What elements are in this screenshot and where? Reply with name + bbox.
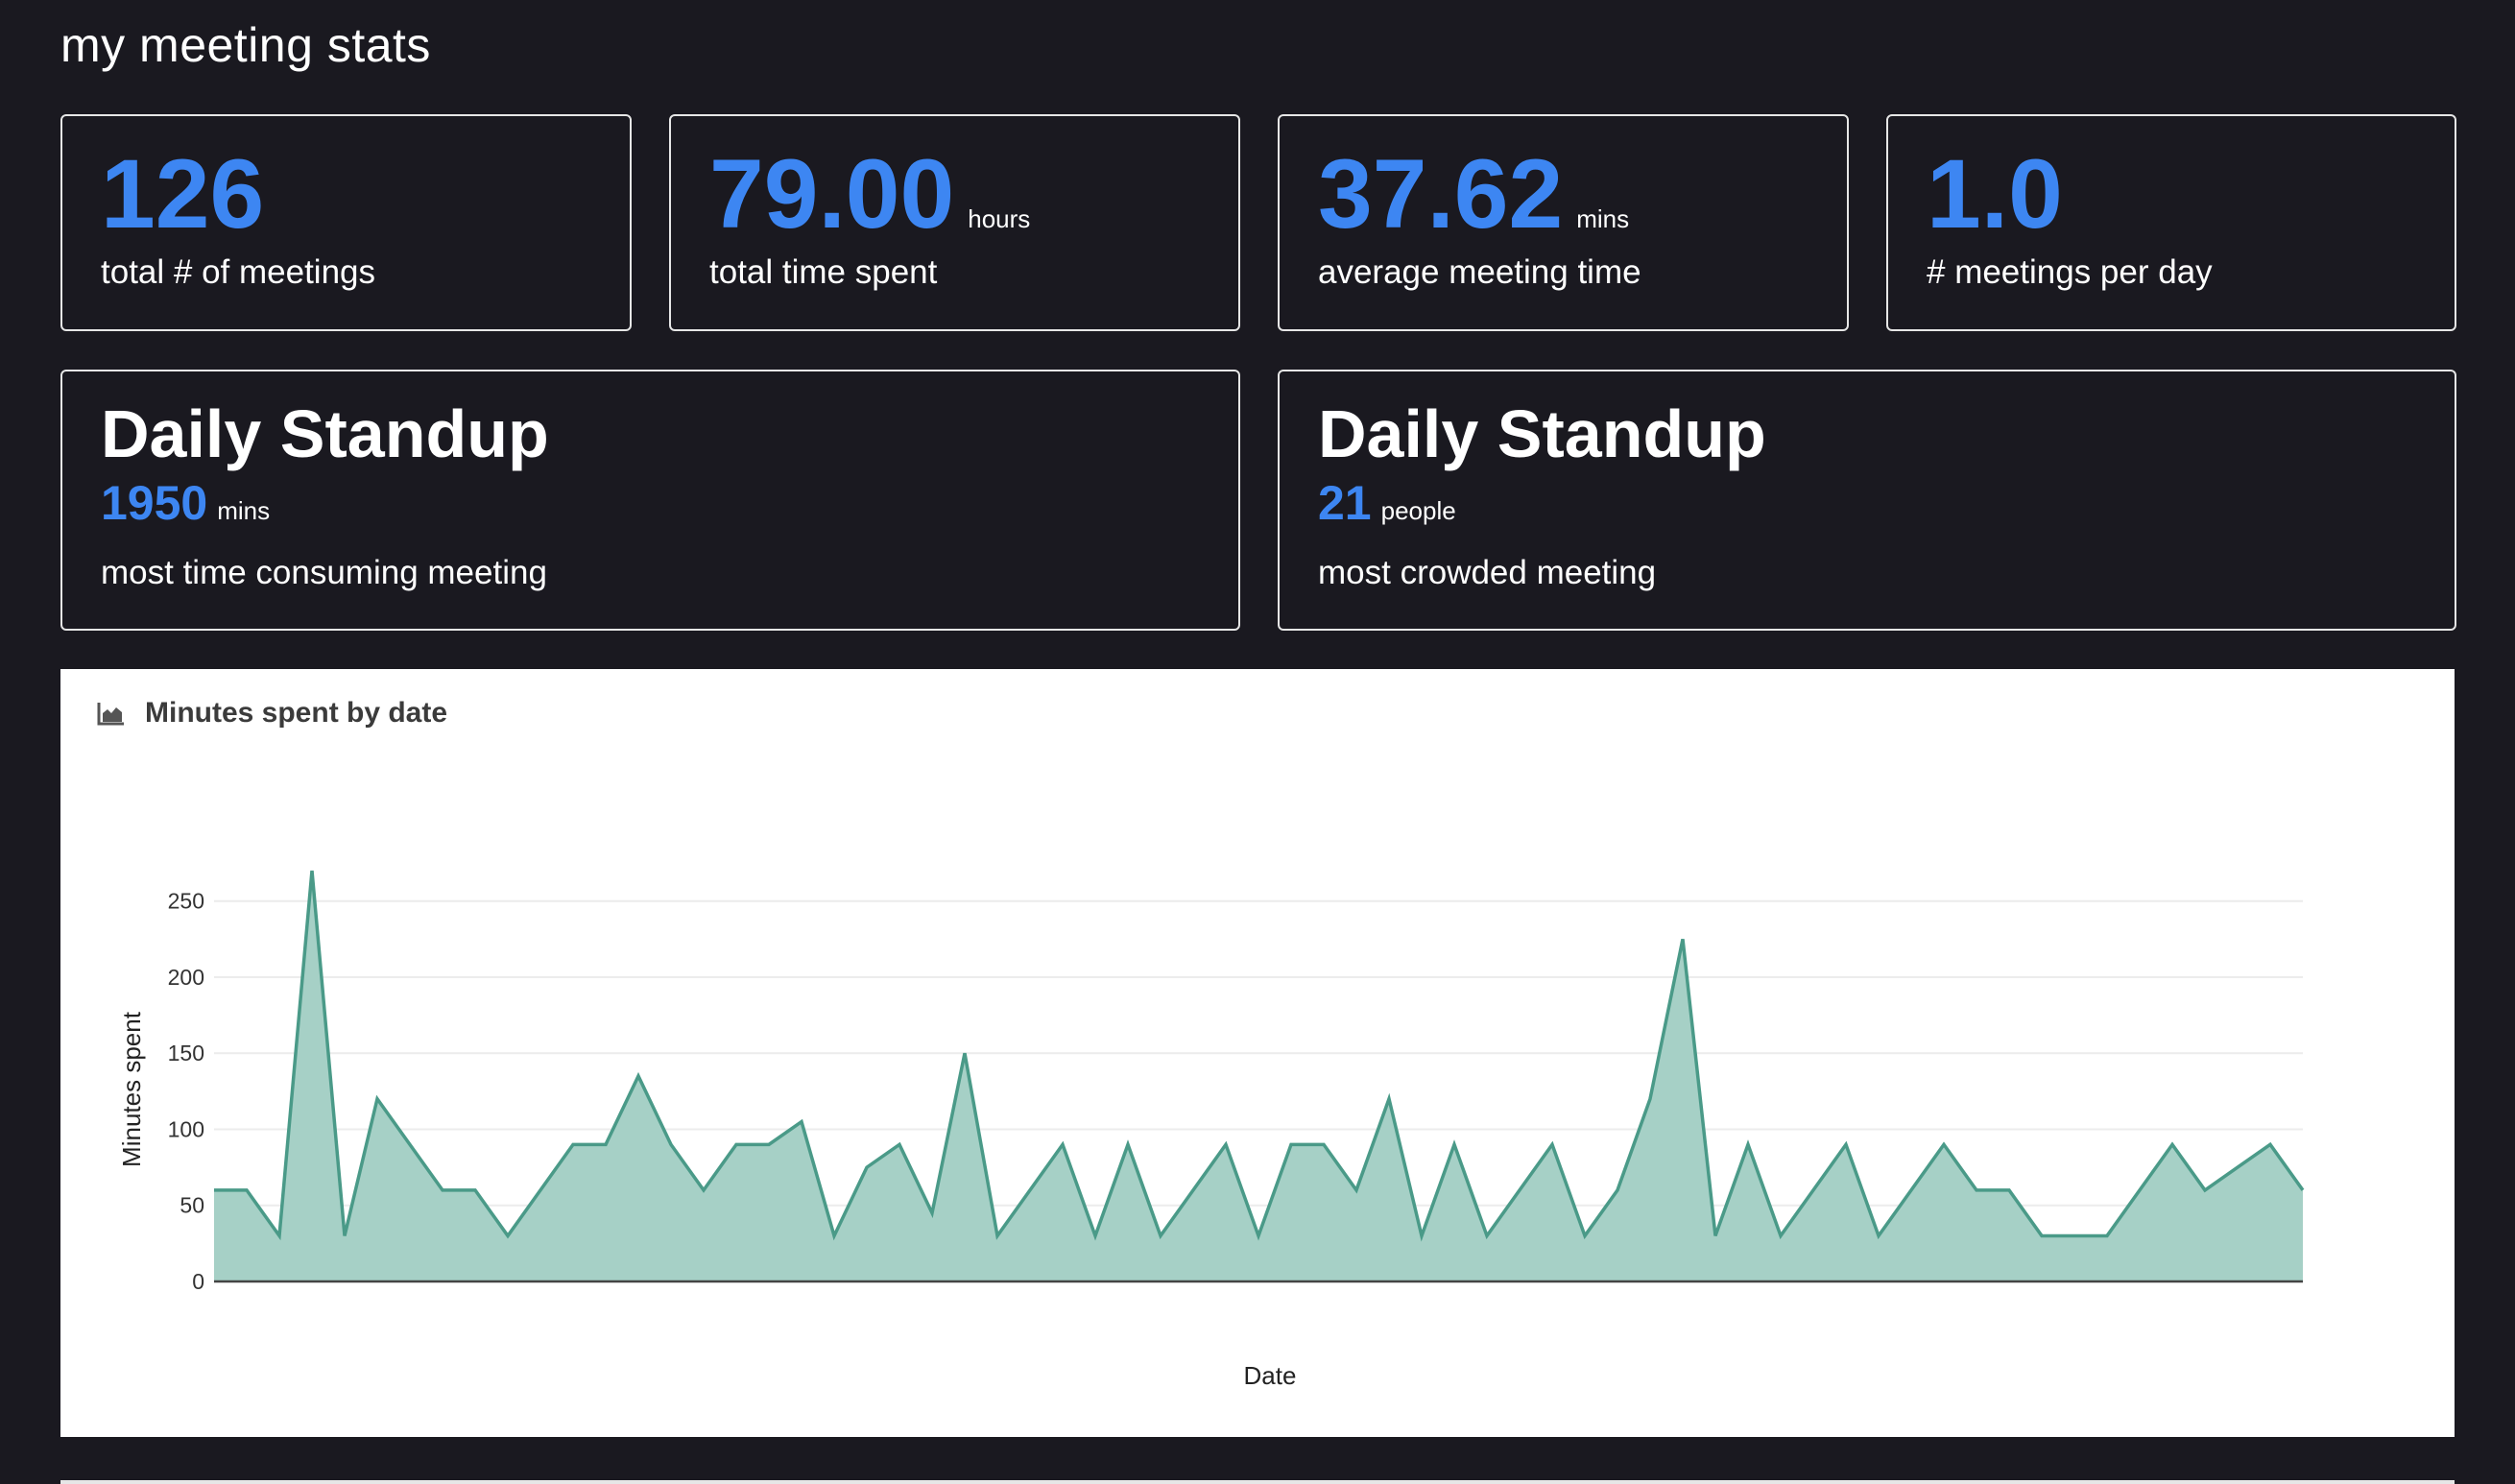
- highlight-card-most-time: Daily Standup 1950 mins most time consumi…: [60, 370, 1240, 631]
- stat-value: 1.0: [1927, 139, 2063, 249]
- stat-value: 126: [101, 139, 265, 249]
- highlight-label: most crowded meeting: [1318, 554, 1657, 591]
- y-tick-label: 0: [192, 1269, 204, 1294]
- page-title: my meeting stats: [60, 18, 431, 72]
- meeting-value: 1950: [101, 476, 208, 530]
- y-tick-label: 150: [168, 1041, 204, 1065]
- chart-panel: Minutes spent by date 0 50 100 150 200 250 Dat…: [60, 669, 2455, 1437]
- highlight-card-most-crowded: Daily Standup 21 people most crowded meet…: [1278, 370, 2456, 631]
- chart-header: Minutes spent by date: [97, 696, 447, 730]
- stat-unit: hours: [968, 204, 1031, 233]
- stat-card-total-meetings: 126 total # of meetings: [60, 114, 632, 331]
- highlight-label: most time consuming meeting: [101, 554, 547, 591]
- chart-title: Minutes spent by date: [145, 697, 448, 729]
- stat-card-meetings-per-day: 1.0 # meetings per day: [1886, 114, 2456, 331]
- area-chart-icon: [97, 703, 124, 726]
- meeting-unit: people: [1380, 496, 1456, 525]
- stat-value: 37.62: [1318, 139, 1564, 249]
- stat-card-average-time: 37.62 mins average meeting time: [1278, 114, 1849, 331]
- divider: [60, 1480, 2455, 1484]
- area-fill: [214, 871, 2303, 1281]
- y-axis-label: Minutes spent: [117, 1011, 146, 1167]
- meeting-name: Daily Standup: [1318, 396, 1766, 471]
- meeting-value: 21: [1318, 476, 1372, 530]
- stat-label: # meetings per day: [1927, 253, 2213, 291]
- meeting-unit: mins: [217, 496, 271, 525]
- stat-label: total time spent: [709, 253, 938, 291]
- series-line: [214, 870, 2305, 1242]
- stat-label: average meeting time: [1318, 253, 1641, 291]
- stat-value: 79.00: [709, 139, 955, 249]
- stat-unit: mins: [1576, 204, 1630, 233]
- y-tick-label: 100: [168, 1116, 204, 1141]
- meeting-name: Daily Standup: [101, 396, 549, 471]
- y-tick-label: 200: [168, 965, 204, 990]
- y-tick-label: 50: [180, 1193, 204, 1218]
- area-chart: 0 50 100 150 200 250 Date Minutes spent: [117, 870, 2305, 1390]
- stat-label: total # of meetings: [101, 253, 375, 291]
- stat-card-total-time: 79.00 hours total time spent: [669, 114, 1240, 331]
- y-tick-label: 250: [168, 889, 204, 914]
- x-axis-label: Date: [1244, 1361, 1297, 1390]
